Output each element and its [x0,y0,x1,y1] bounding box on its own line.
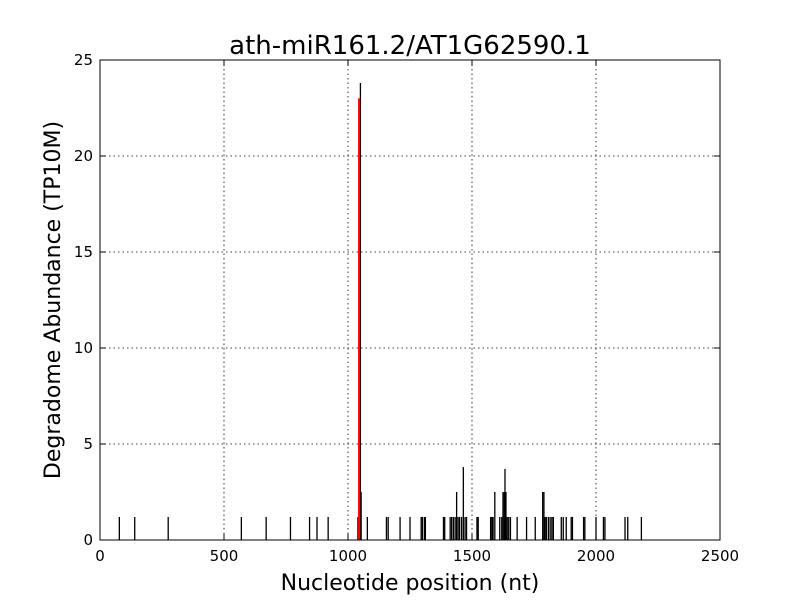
x-tick-label: 2500 [701,547,739,565]
x-axis-label: Nucleotide position (nt) [281,571,540,596]
plot-area-frame [99,59,721,541]
y-tick-label: 0 [83,531,93,549]
y-tick-label: 15 [74,243,93,261]
x-tick-label: 2000 [577,547,615,565]
y-tick-label: 25 [74,51,93,69]
x-tick-label: 1500 [453,547,491,565]
chart-title: ath-miR161.2/AT1G62590.1 [229,31,591,61]
y-axis-label: Degradome Abundance (TP10M) [41,121,66,479]
x-tick-label: 500 [210,547,239,565]
grid-lines [100,60,720,540]
x-tick-label: 1000 [329,547,367,565]
axis-ticks: 0 500 1000 1500 2000 2500 0 5 10 15 20 25 [74,51,739,565]
y-tick-label: 20 [74,147,93,165]
data-bars [118,83,643,540]
x-tick-label: 0 [95,547,105,565]
y-tick-label: 10 [74,339,93,357]
y-tick-label: 5 [83,435,93,453]
